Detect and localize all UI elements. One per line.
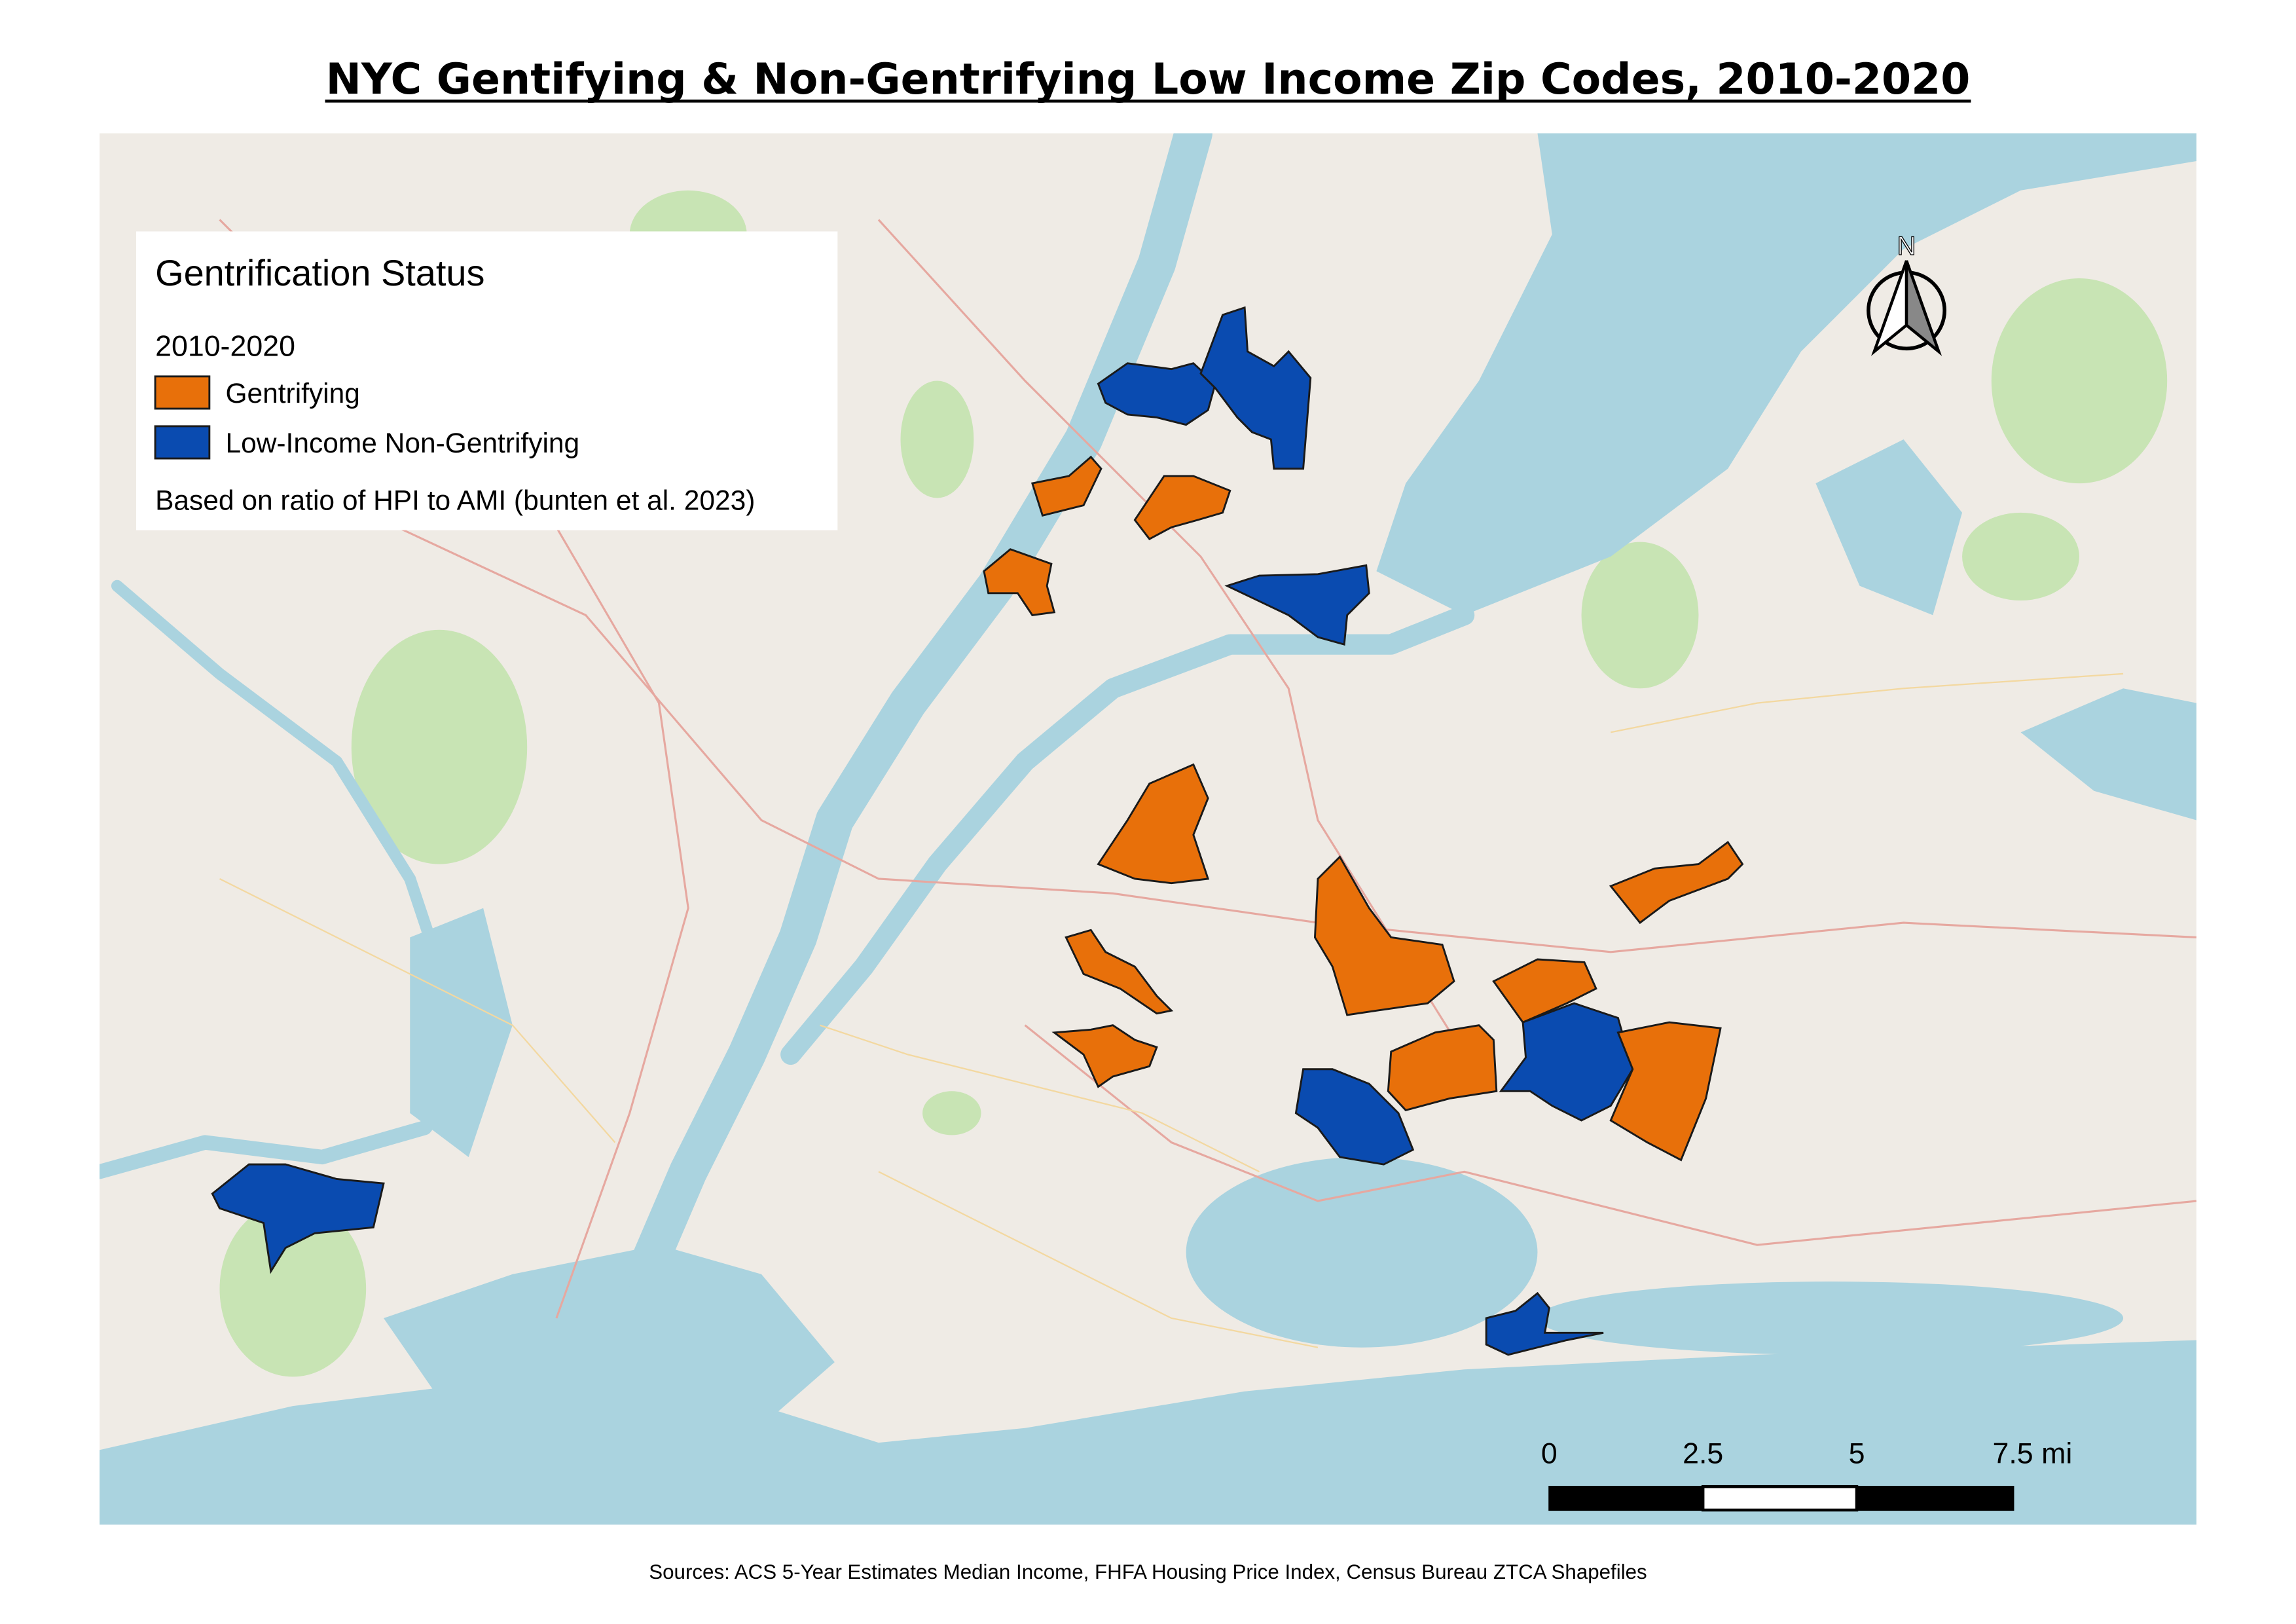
sources: Sources: ACS 5-Year Estimates Median Inc… — [649, 1560, 1647, 1583]
legend-box — [136, 231, 838, 530]
legend-item: Gentrifying — [225, 378, 359, 409]
scale-bar: 0 2.5 5 7.5 mi — [1541, 1437, 2073, 1512]
legend: Gentrification Status 2010-2020 Gentrify… — [136, 231, 838, 530]
zip-gentrifying — [1065, 929, 1174, 1015]
zip-gentrifying — [983, 548, 1056, 616]
zip-low-income — [1499, 1002, 1634, 1122]
zip-gentrifying — [1051, 1024, 1158, 1088]
map-title: NYC Gentifying & Non-Gentrifying Low Inc… — [326, 55, 1971, 104]
zip-regions — [211, 306, 1744, 1356]
zip-gentrifying — [1609, 1021, 1722, 1162]
legend-item: Low-Income Non-Gentrifying — [225, 428, 579, 459]
legend-subtitle: 2010-2020 — [155, 331, 295, 363]
zip-low-income — [211, 1163, 385, 1274]
zip-gentrifying — [1097, 763, 1210, 885]
north-arrow: N — [1867, 231, 1947, 356]
zip-gentrifying — [1387, 1024, 1498, 1112]
legend-note: Based on ratio of HPI to AMI (bunten et … — [155, 485, 755, 516]
zip-gentrifying — [1313, 855, 1455, 1016]
zip-low-income — [1199, 306, 1312, 470]
zip-gentrifying — [1030, 455, 1102, 517]
zip-low-income — [1294, 1068, 1415, 1166]
legend-swatch — [154, 375, 211, 410]
scale-label: 2.5 — [1683, 1437, 1723, 1469]
scale-label: 5 — [1849, 1437, 1865, 1469]
zip-gentrifying — [1133, 475, 1231, 540]
zip-gentrifying — [1609, 840, 1744, 925]
legend-title: Gentrification Status — [155, 252, 484, 293]
zip-low-income — [1097, 362, 1217, 426]
legend-swatch — [154, 425, 211, 460]
scale-label: 7.5 mi — [1993, 1437, 2073, 1469]
scale-label: 0 — [1541, 1437, 1558, 1469]
zip-low-income — [1224, 564, 1370, 646]
north-label: N — [1897, 231, 1916, 261]
zip-low-income — [1485, 1291, 1604, 1356]
